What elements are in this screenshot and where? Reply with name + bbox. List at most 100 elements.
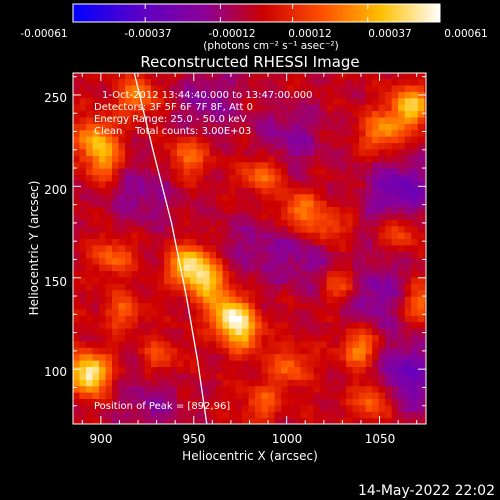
heatmap-cell <box>339 136 347 144</box>
heatmap-cell <box>346 225 354 233</box>
heatmap-cell <box>242 385 250 393</box>
heatmap-cell <box>138 232 146 240</box>
heatmap-cell <box>190 379 198 387</box>
heatmap-cell <box>313 232 321 240</box>
heatmap-cell <box>170 360 178 368</box>
heatmap-cell <box>99 398 107 406</box>
heatmap-cell <box>170 187 178 195</box>
heatmap-cell <box>209 398 217 406</box>
heatmap-cell <box>99 225 107 233</box>
heatmap-cell <box>196 321 204 329</box>
heatmap-cell <box>183 97 191 105</box>
heatmap-cell <box>268 84 276 92</box>
heatmap-cell <box>378 321 386 329</box>
heatmap-cell <box>177 187 185 195</box>
heatmap-cell <box>248 168 256 176</box>
heatmap-cell <box>125 174 133 182</box>
heatmap-cell <box>190 84 198 92</box>
heatmap-cell <box>378 398 386 406</box>
heatmap-cell <box>235 385 243 393</box>
heatmap-cell <box>131 225 139 233</box>
heatmap-cell <box>131 161 139 169</box>
heatmap-cell <box>73 353 81 361</box>
heatmap-cell <box>300 276 308 284</box>
heatmap-cell <box>99 366 107 374</box>
heatmap-cell <box>372 142 380 150</box>
heatmap-cell <box>339 78 347 86</box>
heatmap-cell <box>112 289 120 297</box>
heatmap-cell <box>294 129 302 137</box>
y-tick-label-250: 250 <box>44 91 67 105</box>
heatmap-cell <box>151 219 159 227</box>
heatmap-cell <box>151 404 159 412</box>
heatmap-cell <box>177 193 185 201</box>
heatmap-cell <box>365 308 373 316</box>
heatmap-cell <box>385 193 393 201</box>
heatmap-cell <box>404 193 412 201</box>
heatmap-cell <box>235 315 243 323</box>
heatmap-cell <box>268 232 276 240</box>
heatmap-cell <box>209 219 217 227</box>
heatmap-cell <box>424 73 426 80</box>
heatmap-plot <box>72 72 427 425</box>
heatmap-cell <box>196 225 204 233</box>
heatmap-cell <box>365 404 373 412</box>
heatmap-cell <box>424 206 426 214</box>
heatmap-cell <box>216 360 224 368</box>
heatmap-cell <box>222 417 230 424</box>
heatmap-cell <box>346 200 354 208</box>
heatmap-cell <box>131 155 139 163</box>
heatmap-cell <box>157 257 165 265</box>
heatmap-cell <box>346 276 354 284</box>
heatmap-cell <box>372 232 380 240</box>
heatmap-cell <box>385 385 393 393</box>
heatmap-cell <box>125 193 133 201</box>
heatmap-cell <box>372 97 380 105</box>
heatmap-cell <box>352 372 360 380</box>
heatmap-cell <box>79 315 87 323</box>
heatmap-cell <box>170 174 178 182</box>
heatmap-cell <box>248 283 256 291</box>
heatmap-cell <box>229 379 237 387</box>
colorbar: -0.00061 -0.00037 -0.00012 0.00012 0.000… <box>20 3 488 52</box>
heatmap-cell <box>261 110 269 118</box>
heatmap-cell <box>222 161 230 169</box>
heatmap-cell <box>261 155 269 163</box>
heatmap-cell <box>281 404 289 412</box>
heatmap-cell <box>222 264 230 272</box>
heatmap-cell <box>105 289 113 297</box>
heatmap-cell <box>378 155 386 163</box>
heatmap-cell <box>170 193 178 201</box>
heatmap-cell <box>235 238 243 246</box>
heatmap-cell <box>333 244 341 252</box>
heatmap-cell <box>248 289 256 297</box>
heatmap-cell <box>170 91 178 99</box>
heatmap-cell <box>372 398 380 406</box>
heatmap-cell <box>365 328 373 336</box>
heatmap-cell <box>255 238 263 246</box>
colorbar-tick-label-0: -0.00061 <box>20 28 67 40</box>
heatmap-cell <box>320 168 328 176</box>
heatmap-cell <box>326 251 334 259</box>
heatmap-cell <box>112 84 120 92</box>
heatmap-cell <box>209 308 217 316</box>
heatmap-cell <box>378 404 386 412</box>
heatmap-cell <box>281 200 289 208</box>
heatmap-cell <box>229 296 237 304</box>
heatmap-cell <box>112 334 120 342</box>
heatmap-cell <box>112 283 120 291</box>
heatmap-cell <box>359 232 367 240</box>
heatmap-cell <box>274 142 282 150</box>
heatmap-cell <box>248 174 256 182</box>
heatmap-cell <box>92 270 100 278</box>
heatmap-cell <box>242 264 250 272</box>
heatmap-cell <box>300 404 308 412</box>
heatmap-cell <box>385 187 393 195</box>
heatmap-cell <box>216 212 224 220</box>
heatmap-cell <box>73 404 81 412</box>
heatmap-cell <box>190 104 198 112</box>
heatmap-cell <box>313 411 321 419</box>
heatmap-cell <box>222 289 230 297</box>
heatmap-cell <box>138 334 146 342</box>
heatmap-cell <box>404 129 412 137</box>
